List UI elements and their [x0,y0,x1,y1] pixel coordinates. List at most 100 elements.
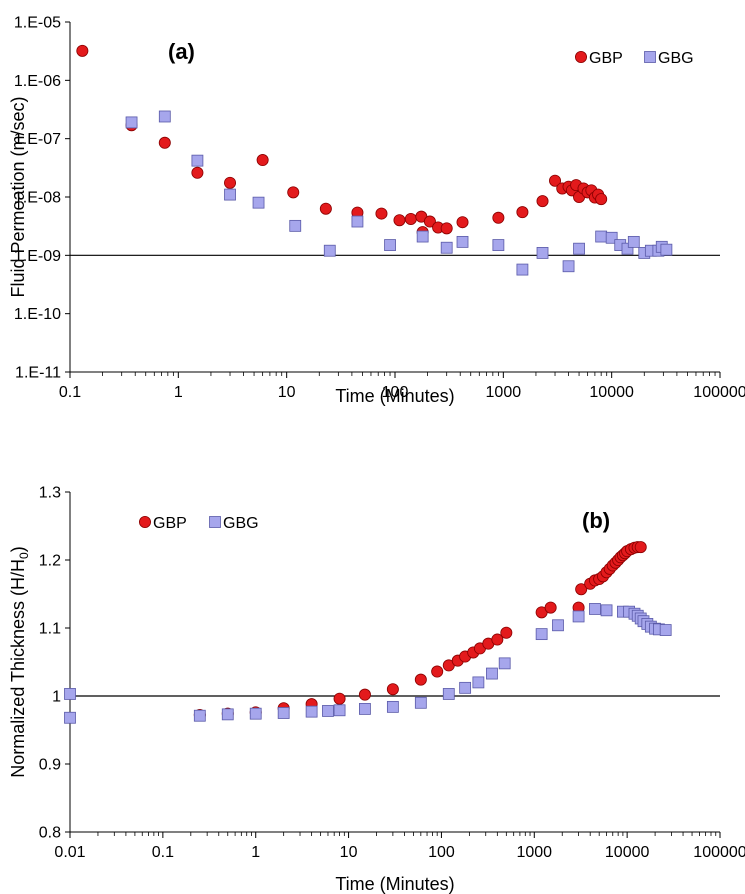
gbg-point [456,235,469,248]
gbg-point [621,242,634,255]
gbp-point [595,193,608,206]
gbp-point [492,211,505,224]
x-axis-title: Time (Minutes) [335,874,454,894]
gbp-point [393,214,406,227]
y-tick-label: 1.E-09 [14,248,61,265]
gbg-point [384,239,396,251]
legend-gbg-label: GBG [223,515,259,532]
gbg-point [459,681,472,694]
gbg-point [323,244,336,257]
x-tick-label: 100000 [693,384,745,401]
gbg-point [627,235,640,248]
legend-gbp-marker [138,516,151,529]
gbg-point [573,242,585,255]
gbg-point [442,688,455,700]
gbg-point [536,247,549,259]
y-tick-label: 0.9 [39,757,61,774]
gbg-point [414,696,427,709]
gbg-point [516,263,529,276]
legend: GBP GBG [575,50,694,67]
gbp-point [500,626,513,639]
gbp-point [256,154,269,167]
x-tick-label: 100000 [693,844,745,861]
panel-label: (a) [168,39,195,64]
gbg-point [492,239,505,251]
gbp-point [319,202,332,215]
gbg-point [659,624,672,636]
chart-panel-b: 0.01 0.1 1 10 100 1000 10000 100000 0.8 0.9 1 1.1 1.… [8,485,745,894]
gbg-point [158,110,171,123]
y-tick-label: 1.E-05 [14,15,61,32]
x-tick-label: 0.1 [59,384,81,401]
gbp-point [375,207,388,220]
gbp-point [423,215,436,228]
x-axis-title: Time (Minutes) [335,386,454,406]
y-axis-title-main: Normalized Thickness (H/H [8,559,28,778]
chart-panel-a: 0.1 1 10 100 1000 10000 100000 1.E-11 1.E-10 1.E-… [8,15,745,407]
gbg-point [472,676,485,689]
y-axis-title: Normalized Thickness (H/H0) [8,546,31,777]
gbg-point [486,667,498,680]
gbg-point [252,196,265,209]
x-tick-label: 10000 [605,844,650,861]
x-tick-label: 0.1 [152,844,174,861]
gbg-point [305,705,318,718]
y-axis-title-subscript: 0 [17,552,31,559]
gbg-point [562,260,575,273]
gbg-point [351,215,364,228]
x-tick-label: 1 [251,844,260,861]
gbp-point [158,136,171,149]
gbp-point [431,665,444,678]
y-tick-label: 1.E-06 [14,73,61,90]
x-tick-label: 1000 [486,384,522,401]
gbp-point [516,206,529,219]
gbp-point [544,601,557,614]
gbg-point [498,657,511,670]
gbp-point [404,212,417,225]
series-gbp [76,44,608,239]
gbp-point [414,673,427,686]
gbg-point [333,704,346,717]
legend-gbp-label: GBP [589,50,623,67]
gbg-point [125,116,138,129]
gbg-point [289,219,302,232]
gbg-point [193,709,206,722]
x-tick-label: 100 [428,844,455,861]
x-tick-label: 10 [278,384,296,401]
y-tick-label: 1.E-11 [15,365,61,382]
gbg-point [572,610,585,623]
gbg-point [249,707,262,720]
legend: GBP GBG [138,515,259,532]
gbp-point [358,688,371,701]
gbg-point [386,700,399,713]
legend-gbp-marker [575,51,588,64]
series-gbg [64,603,672,724]
gbp-point [333,692,346,705]
x-tick-label: 0.01 [54,844,85,861]
gbg-point [224,188,236,201]
y-tick-label: 1.E-08 [14,190,61,207]
gbg-point [605,231,618,244]
gbp-point [491,633,504,646]
gbg-point [600,604,613,617]
gbg-point [660,243,673,256]
gbp-point [76,44,89,57]
gbg-point [552,619,564,632]
gbg-point [191,154,204,167]
gbp-point [287,186,300,199]
legend-gbg-marker [644,51,656,63]
gbg-point [416,230,429,243]
gbg-point [64,688,76,700]
gbp-point [575,583,588,596]
gbg-point [64,711,76,724]
y-tick-label: 1 [52,689,61,706]
panel-label: (b) [582,508,610,533]
legend-gbg-label: GBG [658,50,694,67]
x-tick-label: 100 [382,384,409,401]
gbp-point [224,176,237,189]
gbp-point [634,541,647,554]
x-tick-label: 1 [174,384,183,401]
gbp-point [191,166,204,179]
x-tick-label: 1000 [516,844,552,861]
